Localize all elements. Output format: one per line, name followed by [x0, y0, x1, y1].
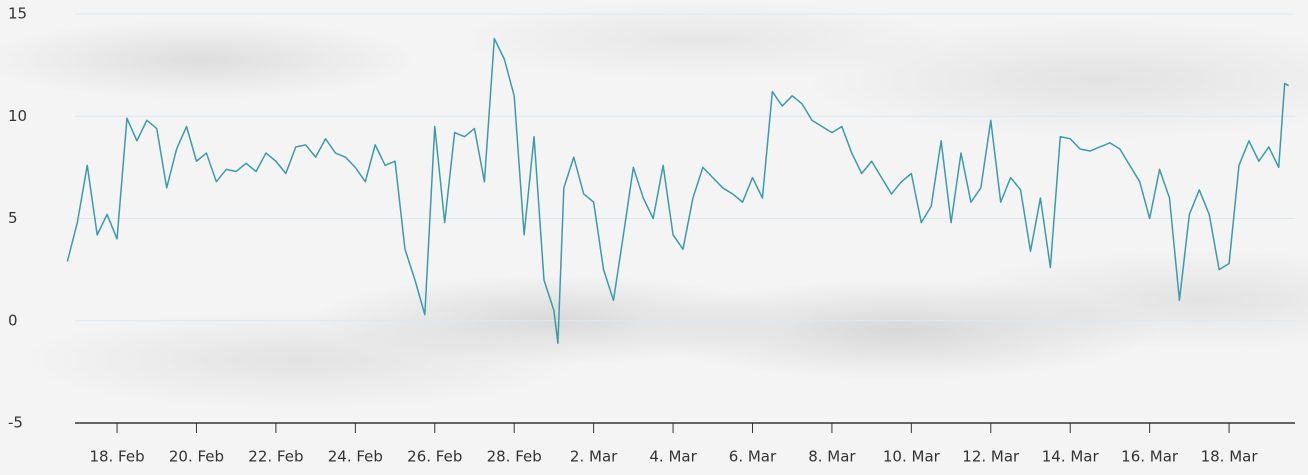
- x-tick-label: 6. Mar: [729, 448, 777, 466]
- x-tick-label: 18. Feb: [89, 448, 144, 466]
- x-tick-label: 8. Mar: [808, 448, 856, 466]
- x-tick-label: 10. Mar: [883, 448, 941, 466]
- y-tick-label: -5: [8, 414, 23, 432]
- x-tick-label: 12. Mar: [962, 448, 1020, 466]
- y-tick-label: 15: [8, 5, 27, 23]
- x-tick-label: 22. Feb: [248, 448, 303, 466]
- x-tick-label: 20. Feb: [169, 448, 224, 466]
- x-tick-label: 28. Feb: [487, 448, 542, 466]
- x-tick-label: 26. Feb: [407, 448, 462, 466]
- x-tick-label: 16. Mar: [1121, 448, 1179, 466]
- x-tick-label: 4. Mar: [649, 448, 697, 466]
- line: [66, 37, 1289, 344]
- x-tick-label: 2. Mar: [570, 448, 618, 466]
- x-tick-label: 18. Mar: [1201, 448, 1259, 466]
- y-tick-label: 10: [8, 107, 27, 125]
- x-tick-label: 24. Feb: [328, 448, 383, 466]
- x-tick-label: 14. Mar: [1042, 448, 1100, 466]
- y-tick-label: 0: [8, 311, 18, 329]
- y-tick-label: 5: [8, 209, 18, 227]
